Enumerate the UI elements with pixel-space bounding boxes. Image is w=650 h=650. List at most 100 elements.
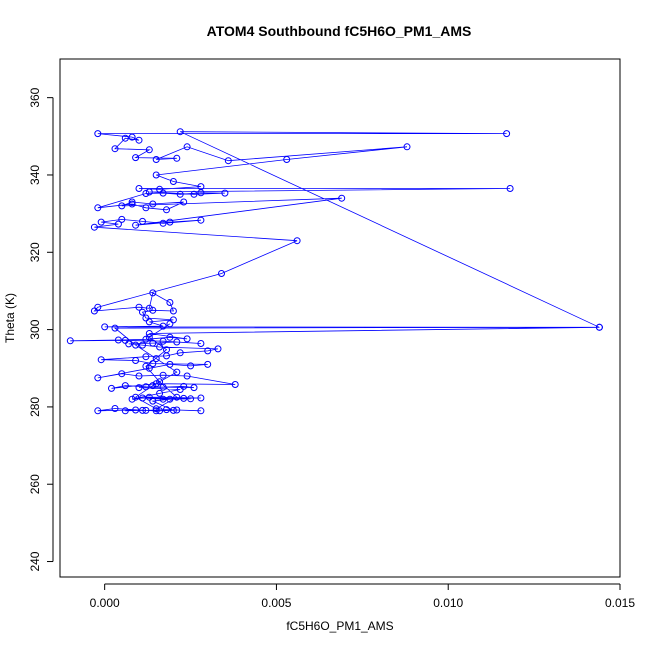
data-point [101,323,109,331]
data-point [595,323,603,331]
data-point [135,384,143,392]
data-point [173,368,181,376]
data-point [114,336,122,344]
data-point [97,218,105,226]
data-point [231,381,239,388]
data-point [142,353,150,361]
data-point [152,156,160,163]
data-point [187,395,195,403]
data-point [145,364,153,372]
data-point [121,382,129,390]
data-point [204,360,212,368]
data-point [97,356,105,364]
data-point [90,223,98,231]
data-point [121,336,129,344]
data-point [149,397,157,405]
data-point [118,202,126,210]
data-point [176,128,184,136]
data-point [118,370,126,378]
data-point [121,134,129,142]
data-point [156,378,164,386]
data-point [403,143,411,151]
data-point [152,407,160,415]
data-point [128,395,136,403]
data-point [180,382,188,390]
data-point [132,154,140,162]
data-point [139,406,146,414]
data-point [152,380,160,388]
data-point [338,194,346,202]
y-tick-label: 240 [28,551,42,571]
data-point [183,372,191,380]
data-point [108,384,115,392]
data-point [173,393,181,401]
data-point [190,190,198,198]
data-point [94,130,102,138]
data-point [139,341,146,349]
y-tick-label: 300 [28,319,42,339]
y-axis-label: Theta (K) [3,293,17,343]
data-point [183,143,191,151]
data-point [149,289,157,297]
data-point [180,394,188,402]
y-tick-label: 340 [28,165,42,185]
data-point [293,237,301,245]
x-tick-label: 0.005 [261,596,291,610]
data-point [111,324,119,332]
data-point [503,130,511,138]
data-point [166,218,174,226]
data-point [173,338,181,346]
data-point [142,190,150,197]
y-tick-label: 260 [28,474,42,494]
data-point [145,393,153,401]
data-point [221,189,229,197]
data-point [114,220,122,228]
data-point [197,183,205,191]
data-point [169,307,177,315]
data-point [132,357,140,364]
data-point [145,330,153,337]
y-axis: 240 260 280 300 320 340 360 [28,87,54,572]
data-point [156,185,164,193]
data-point [94,374,102,382]
data-point [197,407,205,415]
data-point [145,318,153,326]
data-point [224,157,232,165]
data-point [94,407,102,415]
data-point [159,219,167,227]
data-point [506,185,514,192]
x-axis-label: fC5H6O_PM1_AMS [286,619,393,633]
data-point [145,188,153,196]
data-point [94,303,102,311]
x-tick-label: 0.015 [605,596,635,610]
data-point [132,221,140,229]
data-point [149,360,157,368]
data-point [152,355,160,363]
data-point [163,406,170,414]
data-point [142,383,150,391]
data-point [94,204,102,212]
data-point [204,347,212,355]
plot-frame [59,58,621,578]
data-point [145,333,153,341]
data-point [142,362,150,370]
data-point [159,383,167,391]
data-point [149,306,157,314]
data-point [176,349,184,357]
data-point [142,406,150,414]
data-point [139,217,146,225]
data-point [128,200,136,208]
data-point [169,406,177,414]
data-point [121,407,129,415]
data-point [149,382,157,390]
data-point [128,133,136,141]
x-tick-label: 0.000 [90,596,120,610]
x-axis: 0.000 0.005 0.010 0.015 [90,583,635,610]
data-point [156,389,164,397]
data-point [132,341,140,349]
data-point [66,337,74,345]
data-point [169,316,177,324]
data-point [218,270,225,277]
data-point [128,198,136,206]
